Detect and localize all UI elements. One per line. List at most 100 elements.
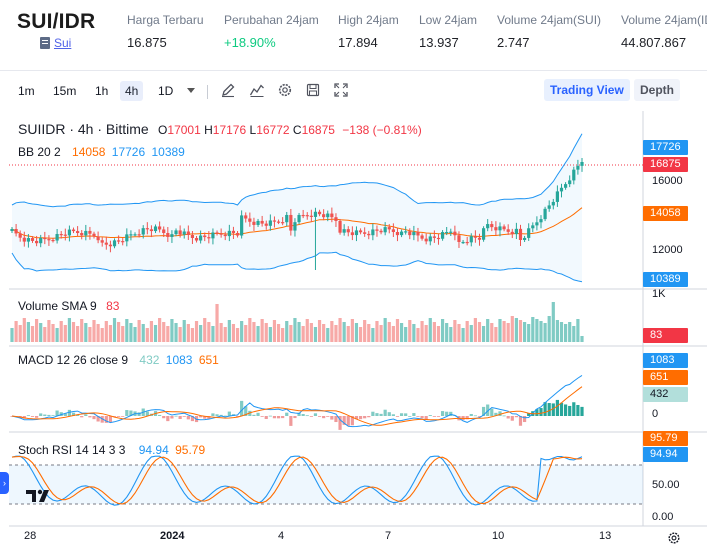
volume-bar (363, 320, 367, 342)
macd-histogram-bar (285, 412, 289, 416)
macd-histogram-bar (203, 416, 207, 419)
macd-histogram-bar (404, 413, 408, 416)
macd-histogram-bar (498, 411, 502, 416)
chevron-down-icon[interactable] (187, 88, 195, 93)
macd-histogram-bar (47, 414, 51, 416)
ohlc-high: 17176 (212, 123, 247, 137)
volume-bar (80, 319, 84, 342)
volume-bar (461, 328, 465, 342)
macd-histogram-bar (240, 400, 244, 416)
stat-last-price: Harga Terbaru 16.875 (127, 13, 204, 50)
volume-bar (252, 322, 256, 342)
candle-body (301, 214, 305, 217)
volume-bar (338, 318, 342, 342)
macd-histogram-bar (445, 411, 449, 416)
volume-bar (63, 325, 67, 342)
candle-body (285, 214, 289, 223)
candle-body (260, 220, 264, 224)
candle-body (334, 217, 338, 221)
bb-label: BB 20 2 (18, 145, 61, 159)
bb-basis-value: 14058 (72, 145, 106, 159)
candle-body (92, 233, 96, 237)
stoch-k-value: 94.94 (138, 443, 169, 457)
volume-bar (76, 326, 80, 342)
volume-bar (203, 318, 207, 342)
volume-bar (477, 322, 482, 342)
candle-body (18, 233, 22, 238)
volume-bar (305, 319, 309, 342)
macd-histogram-bar (395, 416, 400, 417)
chart-settings-icon[interactable] (667, 531, 681, 545)
volume-tag: 83 (643, 328, 688, 343)
volume-bar (563, 324, 568, 342)
indicators-icon[interactable] (249, 82, 265, 98)
volume-bar (100, 328, 104, 342)
candle-body (276, 221, 281, 223)
interval-4h[interactable]: 4h (120, 81, 144, 101)
chart-toolbar: 1m 15m 1h 4h 1D Trading View Depth (0, 71, 707, 109)
volume-label: Volume SMA 9 (18, 299, 97, 313)
interval-15m[interactable]: 15m (53, 84, 77, 98)
interval-1m[interactable]: 1m (18, 84, 35, 98)
fullscreen-icon[interactable] (333, 82, 349, 98)
candle-body (207, 237, 211, 239)
candle-body (498, 226, 502, 231)
volume-bar (367, 324, 371, 342)
macd-histogram-bar (63, 413, 67, 416)
candle-body (289, 214, 293, 231)
candle-body (166, 233, 170, 237)
volume-bar (235, 328, 240, 342)
candle-body (256, 220, 260, 225)
interval-1d[interactable]: 1D (158, 84, 174, 98)
candle-body (264, 223, 268, 226)
candle-body (527, 228, 531, 238)
coin-info-link[interactable]: Sui (40, 36, 71, 50)
candle-body (43, 237, 47, 240)
macd-histogram-bar (576, 404, 580, 416)
volume-bar (371, 328, 375, 342)
candle-body (375, 229, 379, 231)
macd-histogram-bar (473, 415, 477, 417)
volume-bar (104, 321, 108, 342)
volume-bar (141, 324, 145, 342)
macd-histogram-bar (104, 416, 108, 423)
volume-bar (47, 320, 51, 342)
volume-bar (326, 328, 330, 342)
volume-bar (539, 321, 543, 342)
volume-bar (506, 323, 510, 342)
volume-bar (211, 326, 215, 342)
macd-histogram-bar (43, 414, 47, 416)
candle-body (449, 231, 453, 233)
volume-bar (264, 323, 268, 342)
side-panel-toggle[interactable]: › (0, 472, 9, 494)
macd-histogram-bar (535, 409, 539, 416)
macd-histogram-bar (375, 413, 379, 416)
volume-bar (207, 322, 211, 342)
bb-upper-line (11, 133, 583, 208)
settings-icon[interactable] (277, 82, 293, 98)
macd-histogram-bar (211, 413, 215, 416)
tab-trading-view[interactable]: Trading View (544, 79, 630, 101)
pencil-icon[interactable] (220, 82, 236, 98)
volume-bar (309, 323, 313, 342)
macd-histogram-bar (477, 416, 482, 417)
volume-bar (502, 321, 506, 342)
macd-histogram-bar (502, 415, 506, 417)
macd-histogram-bar (522, 416, 527, 423)
candle-body (363, 232, 367, 234)
candle-body (293, 222, 297, 231)
stat-high-24h: High 24jam 17.894 (338, 13, 399, 50)
candle-body (108, 244, 113, 247)
save-icon[interactable] (305, 82, 321, 98)
symbol-label: SUIIDR · 4h · Bittime (18, 121, 149, 137)
candle-body (223, 234, 227, 237)
macd-histogram-bar (281, 416, 285, 419)
interval-1h[interactable]: 1h (95, 84, 109, 98)
macd-histogram-bar (223, 415, 227, 417)
macd-histogram-bar (326, 416, 330, 417)
time-axis-label: 4 (278, 530, 285, 542)
macd-histogram-bar (313, 413, 318, 416)
candle-body (568, 180, 572, 185)
tab-depth[interactable]: Depth (634, 79, 680, 101)
